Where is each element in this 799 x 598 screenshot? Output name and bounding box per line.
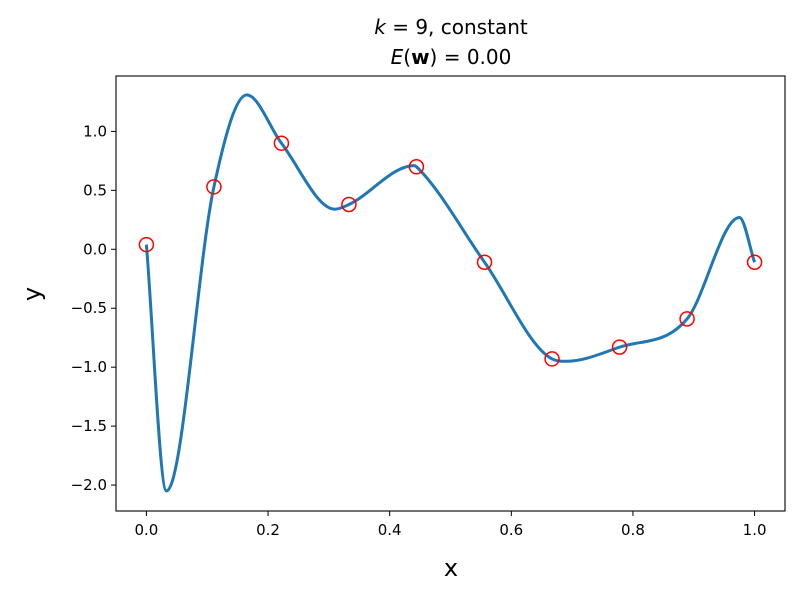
x-axis-ticks: 0.0 0.2 0.4 0.6 0.8 1.0 [134, 511, 767, 539]
y-axis-ticks: −2.0 −1.5 −1.0 −0.5 0.0 0.5 1.0 [71, 122, 116, 494]
y-tick-label: −1.5 [71, 417, 107, 435]
data-point-marker [273, 135, 290, 151]
y-tick-label: 0.5 [83, 181, 107, 199]
chart-title-line1: k = 9, constant [374, 15, 528, 39]
x-tick-label: 0.0 [134, 521, 158, 539]
data-point-marker [746, 254, 763, 271]
data-point-marker [476, 254, 493, 271]
x-tick-label: 0.4 [378, 521, 402, 539]
y-axis-label: y [18, 287, 46, 301]
data-point-marker [611, 339, 628, 355]
y-tick-label: −1.0 [71, 358, 107, 376]
y-tick-label: 0.0 [83, 240, 107, 258]
y-tick-label: −0.5 [71, 299, 107, 317]
chart-title-line2: E(w) = 0.00 [391, 45, 512, 69]
data-point-marker [206, 179, 222, 195]
x-axis-label: x [444, 554, 458, 582]
data-point-marker [679, 311, 695, 327]
axes-frame [115, 75, 786, 512]
plot-area [138, 93, 763, 493]
fit-curve-line [144, 93, 757, 493]
data-point-marker [138, 236, 155, 253]
y-tick-label: 1.0 [83, 122, 107, 140]
x-tick-label: 1.0 [743, 521, 767, 539]
x-tick-label: 0.6 [499, 521, 523, 539]
y-tick-label: −2.0 [71, 476, 107, 494]
x-tick-label: 0.8 [621, 521, 645, 539]
data-point-marker [408, 159, 425, 175]
x-tick-label: 0.2 [256, 521, 280, 539]
data-point-marker [341, 196, 357, 213]
data-point-marker [544, 351, 560, 367]
